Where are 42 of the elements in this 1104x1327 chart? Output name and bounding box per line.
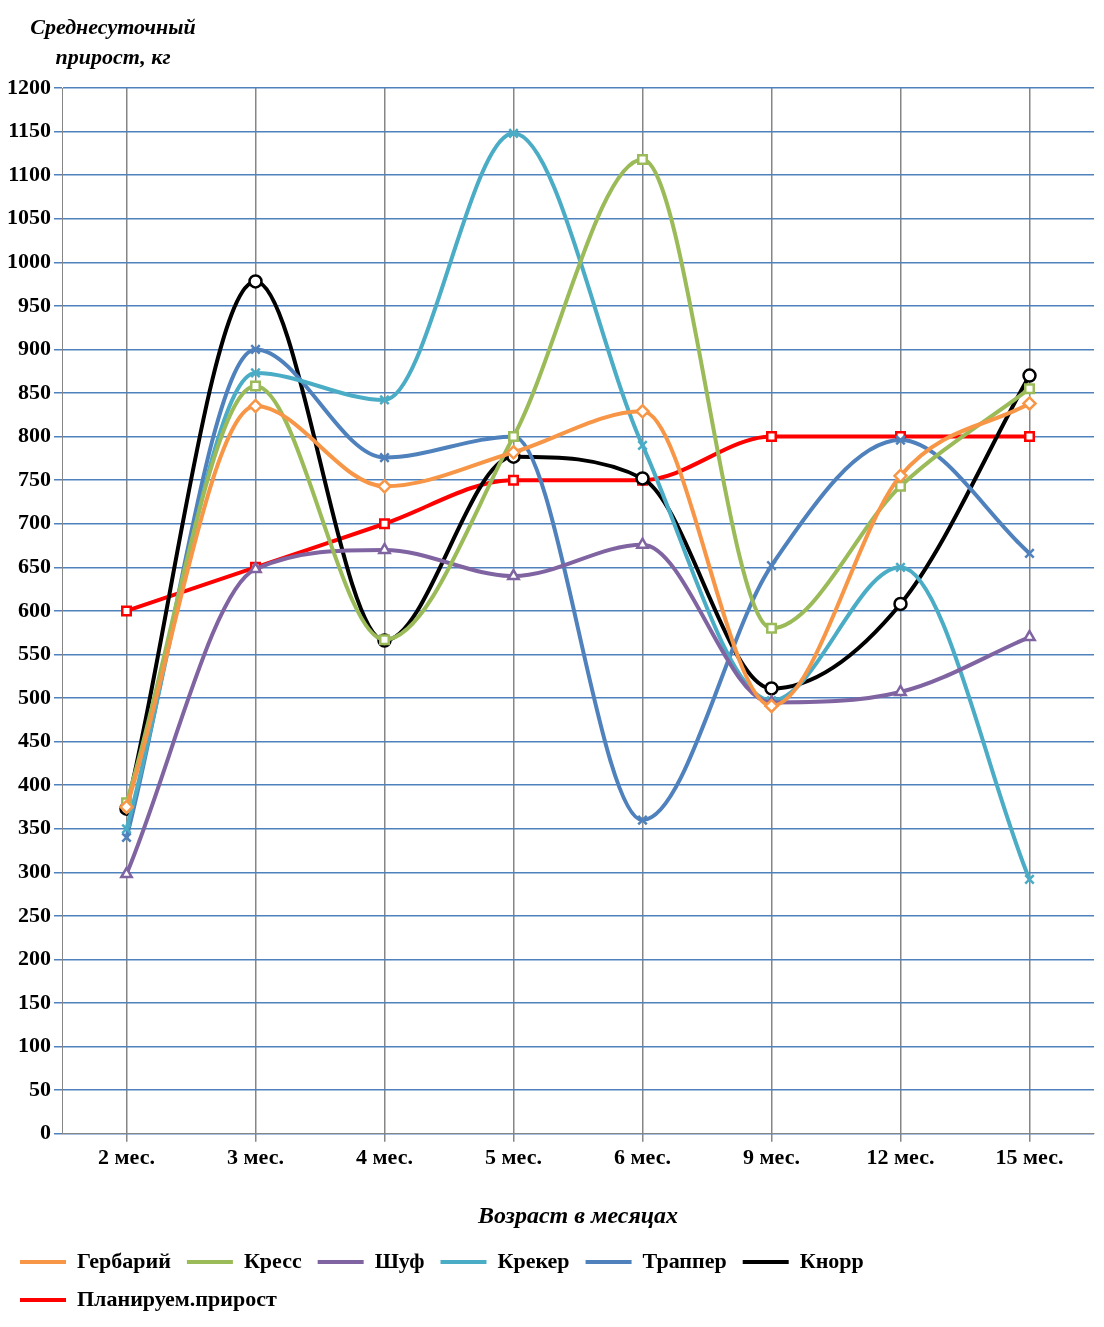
y-tick-label: 100 bbox=[18, 1032, 51, 1058]
y-tick-label: 150 bbox=[18, 988, 51, 1014]
y-tick-label: 700 bbox=[18, 509, 51, 535]
y-tick-label: 950 bbox=[18, 291, 51, 317]
legend-label: Шуф bbox=[374, 1247, 425, 1273]
x-tick-label: 2 мес. bbox=[98, 1143, 155, 1169]
x-axis-title: Возраст в месяцах bbox=[476, 1201, 679, 1228]
x-tick-label: 6 мес. bbox=[614, 1143, 671, 1169]
x-tick-label: 4 мес. bbox=[356, 1143, 413, 1169]
y-tick-label: 350 bbox=[18, 814, 51, 840]
y-tick-label: 300 bbox=[18, 858, 51, 884]
y-tick-label: 450 bbox=[18, 727, 51, 753]
legend-label: Крекер bbox=[497, 1247, 570, 1273]
y-tick-label: 550 bbox=[18, 640, 51, 666]
y-tick-label: 800 bbox=[18, 422, 51, 448]
legend-label: Гербарий bbox=[77, 1247, 172, 1273]
y-tick-label: 600 bbox=[18, 596, 51, 622]
y-tick-label: 650 bbox=[18, 553, 51, 579]
legend-label: Кресс bbox=[243, 1247, 302, 1273]
y-tick-label: 1050 bbox=[7, 204, 51, 230]
y-tick-label: 400 bbox=[18, 770, 51, 796]
y-axis-title: Среднесуточный прирост, кг bbox=[29, 13, 197, 71]
x-tick-label: 15 мес. bbox=[995, 1143, 1064, 1169]
x-tick-label: 12 мес. bbox=[866, 1143, 935, 1169]
legend-label: Планируем.прирост bbox=[77, 1285, 277, 1311]
y-tick-label: 500 bbox=[18, 683, 51, 709]
y-tick-label: 750 bbox=[18, 465, 51, 491]
y-tick-label: 50 bbox=[29, 1075, 51, 1101]
y-tick-label: 900 bbox=[18, 335, 51, 361]
y-tick-label: 850 bbox=[18, 378, 51, 404]
x-tick-label: 5 мес. bbox=[485, 1143, 542, 1169]
y-tick-label: 1100 bbox=[8, 160, 51, 186]
y-tick-label: 1200 bbox=[7, 73, 51, 99]
x-tick-label: 9 мес. bbox=[743, 1143, 800, 1169]
y-tick-label: 1150 bbox=[8, 117, 51, 143]
x-tick-label: 3 мес. bbox=[227, 1143, 284, 1169]
y-tick-label: 250 bbox=[18, 901, 51, 927]
y-tick-label: 0 bbox=[40, 1119, 51, 1145]
y-tick-label: 200 bbox=[18, 945, 51, 971]
legend-label: Кнорр bbox=[799, 1247, 864, 1273]
y-tick-label: 1000 bbox=[7, 247, 51, 273]
legend-label: Траппер bbox=[642, 1247, 727, 1273]
